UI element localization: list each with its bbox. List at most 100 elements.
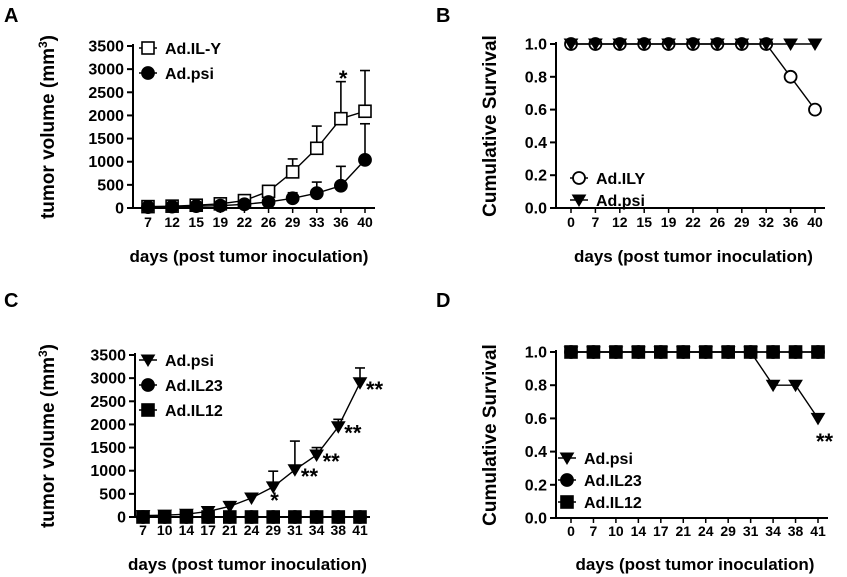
x-axis-label: days (post tumor inoculation) bbox=[128, 555, 367, 574]
data-point bbox=[266, 510, 281, 524]
series-ad-psi bbox=[563, 346, 826, 426]
legend-marker bbox=[141, 378, 155, 392]
data-point bbox=[564, 345, 578, 359]
x-axis-label: days (post tumor inoculation) bbox=[574, 247, 813, 266]
x-tick-label: 22 bbox=[685, 214, 701, 230]
data-point bbox=[309, 141, 324, 156]
significance-marker: ** bbox=[816, 429, 834, 454]
y-tick-label: 1.0 bbox=[525, 345, 547, 362]
y-tick-label: 500 bbox=[99, 486, 126, 503]
x-axis-label: days (post tumor inoculation) bbox=[576, 555, 815, 574]
data-point bbox=[783, 69, 798, 84]
x-tick-label: 7 bbox=[139, 522, 147, 538]
data-point bbox=[330, 421, 346, 434]
legend-label: Ad.IL-Y bbox=[165, 41, 221, 58]
x-tick-label: 19 bbox=[661, 214, 677, 230]
y-tick-label: 2500 bbox=[88, 85, 124, 102]
x-axis-label: days (post tumor inoculation) bbox=[130, 247, 369, 266]
x-tick-label: 38 bbox=[788, 523, 804, 539]
x-tick-label: 34 bbox=[309, 522, 325, 538]
legend-label: Ad.ILY bbox=[596, 171, 646, 188]
data-point bbox=[189, 199, 204, 214]
y-tick-label: 3500 bbox=[88, 39, 124, 56]
series-line bbox=[147, 159, 366, 208]
significance-marker: ** bbox=[344, 421, 362, 446]
x-tick-label: 26 bbox=[710, 214, 726, 230]
data-point bbox=[743, 345, 758, 359]
data-point bbox=[810, 412, 826, 426]
series-ad-il-y bbox=[141, 69, 372, 214]
y-tick-label: 3000 bbox=[90, 371, 126, 388]
legend-label: Ad.IL23 bbox=[165, 378, 223, 395]
x-tick-label: 19 bbox=[213, 214, 229, 230]
series-line bbox=[147, 110, 366, 208]
y-tick-label: 1500 bbox=[88, 131, 124, 148]
x-tick-label: 21 bbox=[222, 522, 238, 538]
y-tick-label: 0.4 bbox=[525, 135, 547, 152]
data-point bbox=[288, 510, 302, 524]
y-axis-label: tumor volume (mm3) bbox=[36, 344, 59, 528]
y-tick-label: 3000 bbox=[88, 62, 124, 79]
x-tick-label: 29 bbox=[720, 523, 736, 539]
y-tick-label: 3500 bbox=[90, 348, 126, 365]
data-point bbox=[265, 481, 281, 494]
x-tick-label: 0 bbox=[567, 523, 575, 539]
legend-marker bbox=[572, 171, 586, 185]
series-ad-il12 bbox=[564, 345, 825, 359]
y-tick-label: 1.0 bbox=[525, 37, 547, 54]
legend-label: Ad.IL12 bbox=[165, 403, 223, 420]
x-tick-label: 14 bbox=[631, 523, 647, 539]
y-axis-label: Cumulative Survival bbox=[480, 35, 501, 217]
x-tick-label: 41 bbox=[352, 522, 368, 538]
x-tick-label: 12 bbox=[612, 214, 628, 230]
data-point bbox=[287, 464, 303, 477]
x-tick-label: 29 bbox=[734, 214, 750, 230]
y-tick-label: 1500 bbox=[90, 440, 126, 457]
data-point bbox=[808, 102, 822, 117]
x-tick-label: 15 bbox=[188, 214, 204, 230]
x-tick-label: 15 bbox=[636, 214, 652, 230]
data-point bbox=[765, 379, 781, 393]
y-tick-label: 0.0 bbox=[525, 201, 547, 218]
legend-label: Ad.psi bbox=[165, 66, 214, 83]
data-point bbox=[157, 510, 172, 524]
legend-label: Ad.IL12 bbox=[584, 495, 642, 512]
data-point bbox=[661, 38, 676, 51]
x-tick-label: 32 bbox=[758, 214, 774, 230]
data-point bbox=[788, 379, 803, 393]
x-tick-label: 17 bbox=[200, 522, 216, 538]
y-tick-label: 0.8 bbox=[525, 378, 547, 395]
y-axis-label: tumor volume (mm3) bbox=[36, 35, 59, 219]
data-point bbox=[710, 38, 725, 51]
data-point bbox=[758, 38, 774, 51]
data-point bbox=[358, 104, 372, 119]
y-tick-label: 0.2 bbox=[525, 168, 547, 185]
legend-marker bbox=[141, 66, 155, 80]
x-tick-label: 33 bbox=[309, 214, 325, 230]
legend-marker bbox=[560, 495, 574, 509]
x-tick-label: 29 bbox=[285, 214, 301, 230]
x-tick-label: 29 bbox=[265, 522, 281, 538]
y-tick-label: 0.0 bbox=[525, 511, 547, 528]
data-point bbox=[734, 38, 750, 51]
x-tick-label: 10 bbox=[608, 523, 624, 539]
data-point bbox=[136, 510, 150, 524]
y-tick-label: 0.6 bbox=[525, 102, 547, 119]
data-point bbox=[201, 510, 215, 524]
panel-letter: B bbox=[436, 5, 450, 27]
data-point bbox=[141, 200, 155, 214]
y-tick-label: 0.4 bbox=[525, 444, 547, 461]
x-tick-label: 7 bbox=[592, 214, 600, 230]
x-tick-label: 14 bbox=[179, 522, 195, 538]
significance-marker: ** bbox=[366, 377, 384, 402]
x-tick-label: 41 bbox=[810, 523, 826, 539]
data-point bbox=[222, 500, 238, 514]
x-tick-label: 22 bbox=[237, 214, 253, 230]
significance-marker: * bbox=[270, 488, 279, 513]
x-tick-label: 21 bbox=[675, 523, 691, 539]
data-point bbox=[586, 345, 601, 359]
legend-label: Ad.psi bbox=[165, 353, 214, 370]
y-tick-label: 500 bbox=[97, 177, 124, 194]
data-point bbox=[563, 38, 579, 51]
x-tick-label: 17 bbox=[653, 523, 669, 539]
